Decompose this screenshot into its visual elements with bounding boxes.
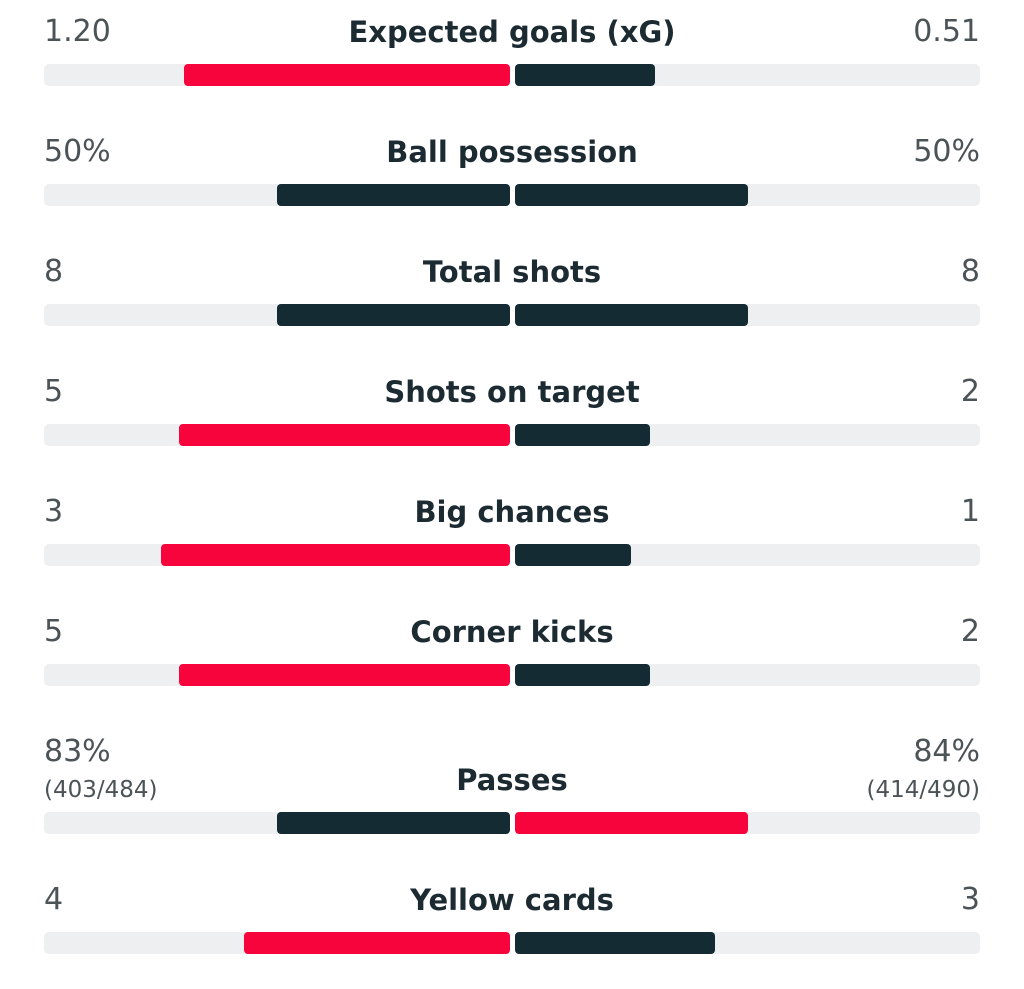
home-bar-track <box>44 424 510 446</box>
home-bar-track <box>44 664 510 686</box>
away-value: 0.51 <box>913 14 980 49</box>
stat-title: Ball possession <box>386 135 638 169</box>
home-value: 83% <box>44 734 111 769</box>
home-value: 8 <box>44 254 64 289</box>
home-subvalue: (403/484) <box>44 777 158 803</box>
stat-title: Expected goals (xG) <box>348 15 676 49</box>
home-bar-fill <box>179 424 510 446</box>
home-value: 5 <box>44 614 64 649</box>
stat-title: Yellow cards <box>410 883 614 917</box>
home-bar-fill <box>160 544 510 566</box>
home-bar-track <box>44 812 510 834</box>
away-value: 2 <box>960 374 980 409</box>
home-bar-fill <box>277 304 510 326</box>
home-bar-track <box>44 184 510 206</box>
stat-title: Corner kicks <box>410 615 614 649</box>
away-bar-fill <box>515 304 748 326</box>
home-bar-track <box>44 304 510 326</box>
away-bar-fill <box>515 184 748 206</box>
home-value: 50% <box>44 134 111 169</box>
home-value: 5 <box>44 374 64 409</box>
home-bar-fill <box>244 932 510 954</box>
stat-title: Passes <box>456 763 568 797</box>
away-bar-track <box>515 544 980 566</box>
away-bar-fill <box>515 932 715 954</box>
stat-title: Shots on target <box>384 375 640 409</box>
away-value: 50% <box>913 134 980 169</box>
home-bar-fill <box>277 184 510 206</box>
stat-title: Total shots <box>422 255 602 289</box>
away-bar-track <box>515 932 980 954</box>
away-value: 1 <box>960 494 980 529</box>
away-bar-track <box>515 304 980 326</box>
away-bar-fill <box>515 664 650 686</box>
home-bar-fill <box>179 664 510 686</box>
home-bar-track <box>44 544 510 566</box>
home-bar-fill <box>277 812 510 834</box>
home-bar-track <box>44 64 510 86</box>
away-value: 8 <box>960 254 980 289</box>
away-bar-fill <box>515 544 632 566</box>
away-bar-track <box>515 184 980 206</box>
away-subvalue: (414/490) <box>866 777 981 803</box>
away-bar-fill <box>515 64 655 86</box>
home-bar-track <box>44 932 510 954</box>
away-bar-track <box>515 812 980 834</box>
away-value: 3 <box>960 882 980 917</box>
away-bar-track <box>515 664 980 686</box>
stat-title: Big chances <box>414 495 610 529</box>
home-value: 1.20 <box>44 14 111 49</box>
home-bar-fill <box>183 64 510 86</box>
away-value: 2 <box>960 614 980 649</box>
home-value: 3 <box>44 494 64 529</box>
away-bar-fill <box>515 424 650 446</box>
home-value: 4 <box>44 882 64 917</box>
away-bar-fill <box>515 812 748 834</box>
away-value: 84% <box>913 734 980 769</box>
away-bar-track <box>515 424 980 446</box>
away-bar-track <box>515 64 980 86</box>
